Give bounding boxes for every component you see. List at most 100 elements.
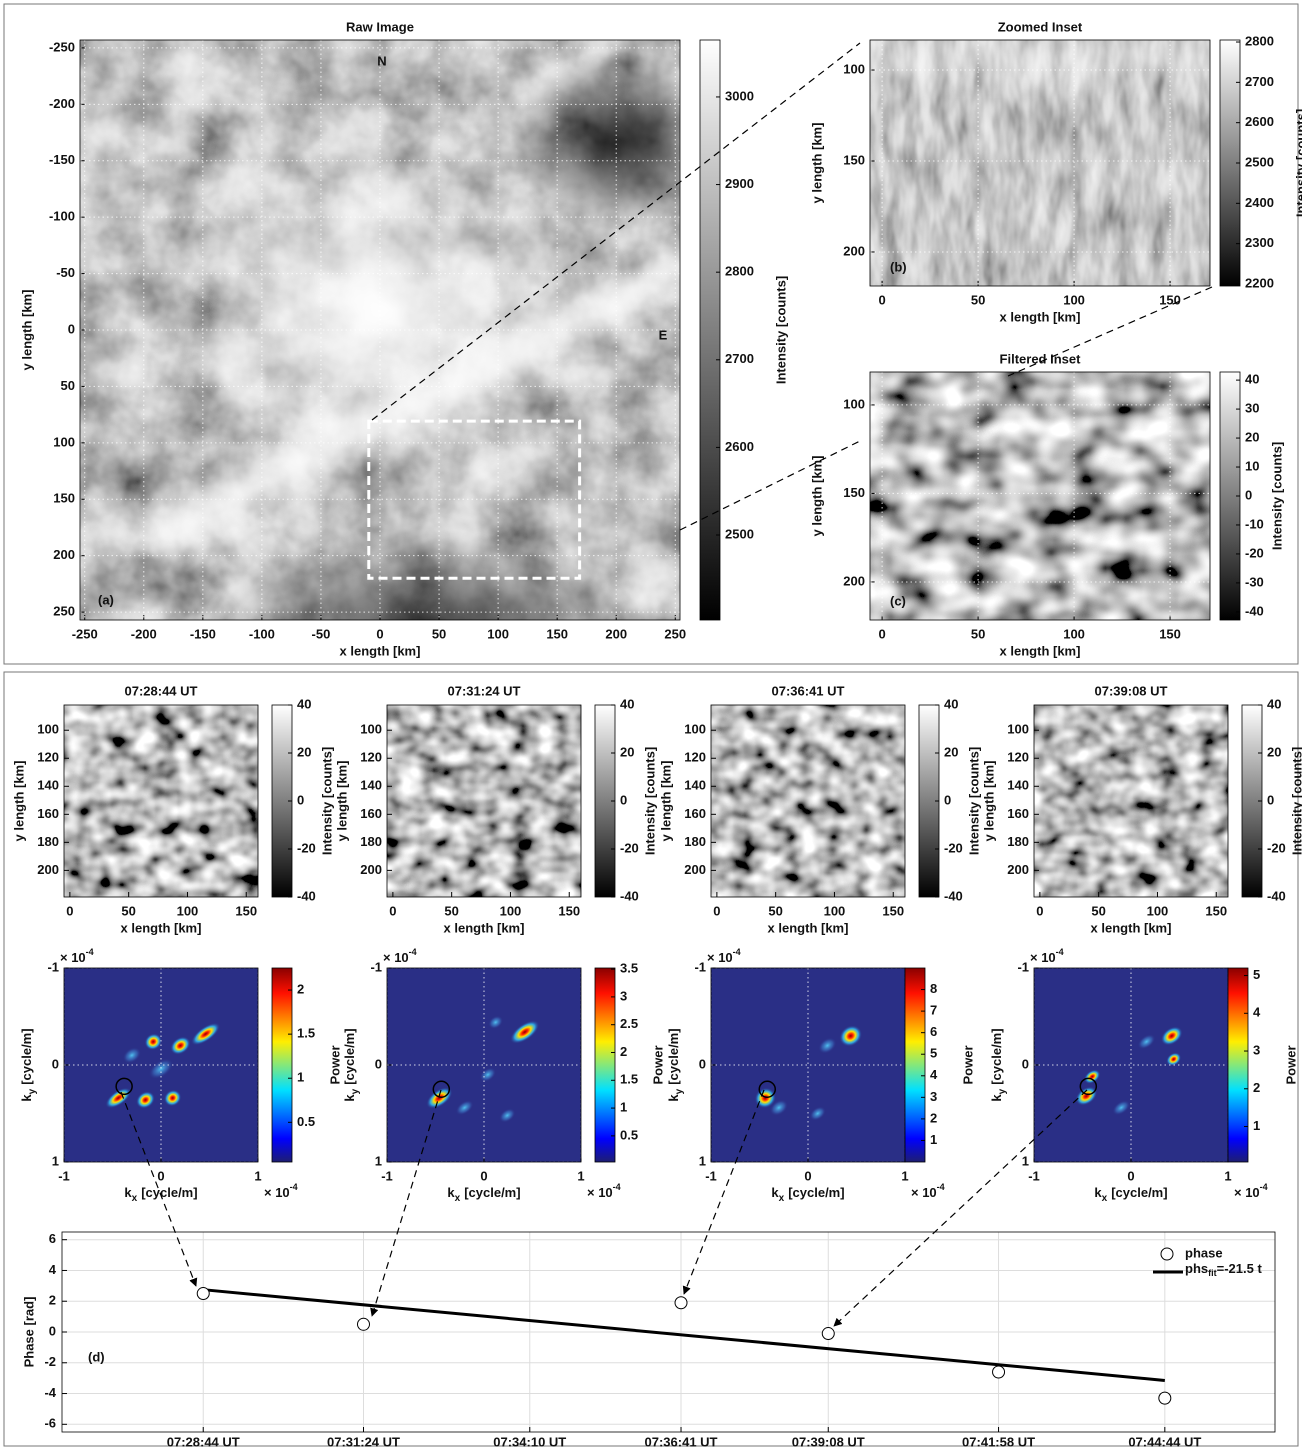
data-point	[674, 1296, 688, 1310]
colorbar-tick-label: 1.5	[620, 1072, 638, 1087]
spectrum-peak	[499, 1108, 516, 1123]
x-axis-label: x length [km]	[121, 920, 202, 935]
y-tick-label: 0	[699, 1056, 706, 1071]
x-tick-label: 1	[577, 1168, 584, 1183]
annotation: (d)	[88, 1349, 105, 1364]
y-axis-label-base: k	[19, 1094, 34, 1102]
y-tick-label: 100	[843, 396, 865, 411]
plot-frame	[869, 39, 1211, 287]
colorbar-label: Power	[1283, 1045, 1298, 1084]
colorbar-tick-label: 3	[620, 988, 627, 1003]
y-tick-label: 2	[49, 1293, 56, 1308]
y-tick-label: 100	[37, 722, 59, 737]
x-axis-label-sub: x	[779, 1193, 785, 1204]
y-tick-label: 0	[52, 1056, 59, 1071]
colorbar-tick-label: 2600	[1245, 114, 1274, 129]
y-tick-label: 180	[360, 834, 382, 849]
y-axis-label: ky [cycle/m]	[19, 1028, 37, 1101]
y-tick-label: 1	[1022, 1153, 1029, 1168]
colorbar-tick-label: -20	[1267, 840, 1286, 855]
colorbar-tick-label: 5	[930, 1046, 937, 1061]
multiplier-base: × 10	[1030, 950, 1056, 965]
spectrum-peak	[455, 1100, 474, 1116]
colorbar-tick-label: 2800	[1245, 33, 1274, 48]
axis-multiplier: × 10-4	[1234, 1182, 1268, 1200]
data-point	[356, 1317, 370, 1331]
colorbar-tick-label: 2400	[1245, 195, 1274, 210]
spectrum-peak	[148, 1058, 174, 1080]
colorbar-tick-label: 6	[930, 1024, 937, 1039]
y-tick-label: 0	[68, 321, 75, 336]
axis-multiplier: × 10-4	[1030, 947, 1064, 965]
colorbar-tick-label: 20	[1267, 744, 1281, 759]
data-point	[992, 1365, 1006, 1379]
x-tick-label: 0	[480, 1168, 487, 1183]
colorbar-tick-label: 20	[297, 744, 311, 759]
x-tick-label: -200	[131, 626, 157, 641]
multiplier-exp: -4	[733, 947, 741, 957]
spectrum-background	[711, 968, 905, 1162]
colorbar	[1227, 967, 1249, 1163]
multiplier-exp: -4	[86, 947, 94, 957]
x-tick-label: -1	[381, 1168, 393, 1183]
y-tick-label: 160	[684, 806, 706, 821]
y-tick-label: 200	[360, 862, 382, 877]
colorbar-tick-label: 3.5	[620, 961, 638, 976]
x-tick-label: 1	[901, 1168, 908, 1183]
image	[1034, 705, 1228, 897]
y-axis-label-sub: y	[674, 1088, 685, 1094]
y-axis-label-base: k	[666, 1094, 681, 1102]
chart-title: Filtered Inset	[1000, 351, 1082, 366]
image-shade	[510, 50, 680, 230]
x-tick-label: 100	[177, 903, 199, 918]
data-point	[196, 1287, 210, 1301]
y-axis-label: y length [km]	[19, 290, 34, 371]
selected-peak	[115, 1077, 133, 1096]
spectrum-peak	[488, 1015, 504, 1030]
y-tick-label: 140	[37, 778, 59, 793]
multiplier-base: × 10	[383, 950, 409, 965]
y-axis-label: ky [cycle/m]	[989, 1028, 1007, 1101]
y-tick-label: 140	[360, 778, 382, 793]
colorbar-tick-label: -30	[1245, 574, 1264, 589]
legend-label: phsfit=-21.5 t	[1185, 1261, 1262, 1278]
x-tick-label: 50	[768, 903, 782, 918]
chart-title: Raw Image	[346, 19, 414, 34]
chart-title: 07:31:24 UT	[448, 683, 521, 698]
x-tick-label: 150	[1159, 292, 1181, 307]
y-tick-label: 250	[53, 604, 75, 619]
colorbar-tick-label: 0	[297, 792, 304, 807]
y-tick-label: 100	[360, 722, 382, 737]
colorbar-tick-label: -20	[620, 840, 639, 855]
arrow	[120, 1091, 198, 1287]
x-tick-label: 250	[664, 626, 686, 641]
colorbar-label: Power	[650, 1045, 665, 1084]
data-point	[1158, 1391, 1172, 1405]
y-tick-label: 200	[1007, 862, 1029, 877]
spectrum-peak	[510, 1020, 540, 1044]
x-tick-label: 100	[487, 626, 509, 641]
colorbar-tick-label: 2600	[725, 439, 754, 454]
image	[387, 705, 581, 897]
x-tick-label: 07:39:08 UT	[792, 1434, 865, 1449]
selected-peak	[432, 1080, 451, 1098]
y-axis-label: y length [km]	[809, 456, 824, 537]
colorbar-tick-label: 2800	[725, 264, 754, 279]
y-tick-label: -1	[694, 959, 706, 974]
colorbar	[904, 967, 926, 1163]
spectrum-peak	[122, 1047, 142, 1064]
colorbar-label: Power	[960, 1045, 975, 1084]
spectrum-peak	[144, 1033, 162, 1051]
colorbar-tick-label: 0	[944, 792, 951, 807]
colorbar-tick-label: 0	[620, 792, 627, 807]
y-tick-label: 150	[843, 152, 865, 167]
y-axis-label-unit: [cycle/m]	[342, 1028, 357, 1084]
plot-frame	[63, 967, 259, 1163]
y-tick-label: 140	[684, 778, 706, 793]
colorbar-label: Intensity [counts]	[1269, 442, 1284, 550]
y-axis-label: y length [km]	[658, 761, 673, 842]
y-tick-label: 200	[53, 547, 75, 562]
spectrum-peak	[105, 1087, 132, 1109]
annotation: (a)	[98, 592, 114, 607]
colorbar-tick-label: 2500	[1245, 154, 1274, 169]
